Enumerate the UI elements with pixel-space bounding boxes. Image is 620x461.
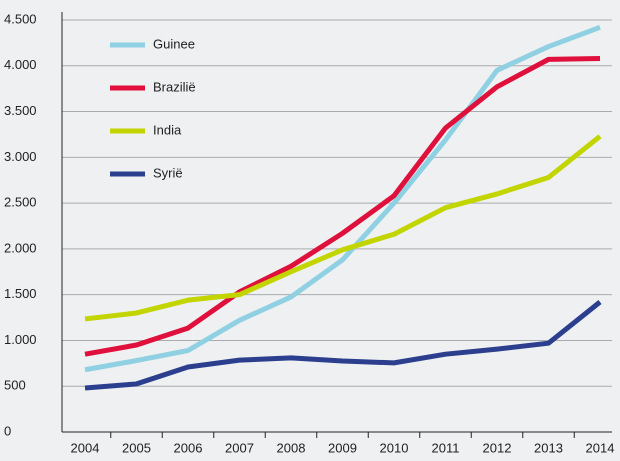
legend-label: India (153, 122, 182, 137)
x-tick-label: 2006 (174, 440, 203, 455)
x-tick-label: 2005 (122, 440, 151, 455)
x-tick-label: 2011 (432, 440, 460, 455)
y-tick-label: 1.000 (4, 332, 37, 347)
legend-label: Brazilië (153, 79, 196, 94)
legend-label: Guinee (153, 36, 195, 51)
y-tick-label: 2.000 (4, 240, 37, 255)
x-tick-label: 2010 (380, 440, 409, 455)
x-tick-label: 2012 (483, 440, 512, 455)
y-tick-label: 1.500 (4, 286, 37, 301)
y-tick-label: 4.500 (4, 11, 37, 26)
x-tick-label: 2009 (328, 440, 357, 455)
x-tick-label: 2013 (534, 440, 563, 455)
x-tick-label: 2014 (586, 440, 615, 455)
y-tick-label: 2.500 (4, 195, 37, 210)
line-series (84, 300, 602, 391)
legend-label: Syrië (153, 165, 183, 180)
line-series (84, 134, 602, 322)
line-series (84, 55, 601, 357)
y-tick-label: 4.000 (4, 57, 37, 72)
x-tick-label: 2008 (277, 440, 306, 455)
y-tick-label: 0 (4, 423, 11, 438)
y-tick-label: 3.000 (4, 149, 37, 164)
x-tick-label: 2004 (71, 440, 100, 455)
y-tick-label: 500 (4, 378, 26, 393)
line-series (84, 24, 601, 373)
y-tick-label: 3.500 (4, 103, 37, 118)
x-tick-label: 2007 (225, 440, 254, 455)
